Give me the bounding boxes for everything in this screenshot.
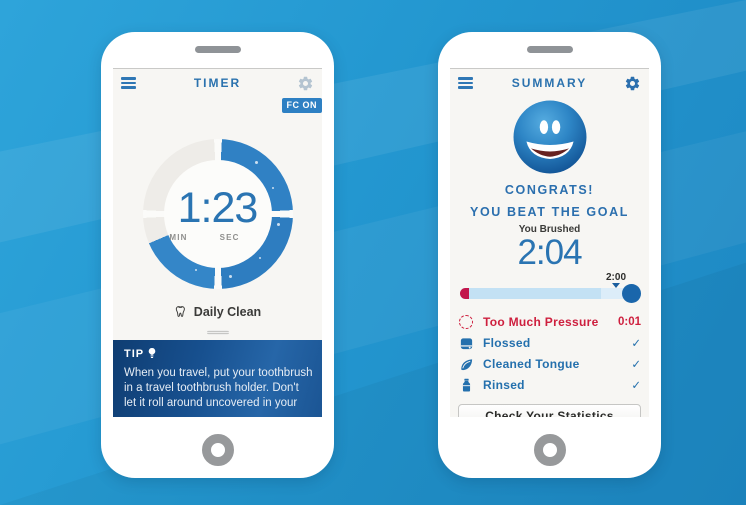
eye — [539, 120, 548, 134]
phone-speaker — [194, 46, 241, 53]
pressure-icon — [458, 314, 474, 330]
tip-text: When you travel, put your toothbrush in … — [124, 367, 313, 410]
pressure-segment — [460, 287, 469, 299]
sparkle — [258, 257, 261, 259]
phone-speaker — [526, 46, 573, 53]
home-button[interactable] — [533, 434, 566, 466]
smile-mouth — [525, 141, 574, 160]
overtime-segment — [601, 287, 639, 299]
marker-triangle-icon — [611, 282, 620, 288]
brush-mode-label: Daily Clean — [193, 305, 262, 319]
pressure-duration: 0:01 — [617, 316, 641, 329]
progress-end-dot — [622, 283, 641, 303]
gear-icon[interactable] — [297, 75, 314, 92]
face-circle — [513, 100, 586, 174]
checklist-row-rinsed: Rinsed ✓ — [455, 375, 644, 396]
checklist-row-flossed: Flossed ✓ — [455, 333, 644, 354]
smiley-face — [513, 100, 586, 174]
check-icon: ✓ — [631, 338, 641, 351]
summary-checklist: Too Much Pressure 0:01 Flossed ✓ Cleaned… — [455, 312, 644, 396]
congrats-line-1: CONGRATS! — [504, 183, 595, 197]
menu-icon[interactable] — [121, 77, 136, 89]
tooth-icon — [175, 306, 185, 317]
min-label: MIN — [169, 232, 188, 242]
tip-panel: TIP When you travel, put your toothbrush… — [113, 340, 322, 417]
tip-title: TIP — [124, 348, 145, 360]
timer-screen: TIMER FC ON 1:23 MIN SEC — [113, 68, 322, 417]
congrats-line-2: YOU BEAT THE GOAL — [470, 205, 629, 220]
home-button[interactable] — [201, 434, 234, 466]
checklist-row-pressure: Too Much Pressure 0:01 — [455, 312, 644, 333]
goal-time-label: 2:00 — [605, 271, 626, 283]
tip-drag-handle[interactable] — [206, 330, 229, 335]
phone-frame-timer: TIMER FC ON 1:23 MIN SEC — [101, 32, 334, 478]
fc-on-badge[interactable]: FC ON — [281, 98, 322, 113]
eye — [551, 120, 560, 134]
sparkle — [254, 161, 258, 164]
checklist-row-cleaned-tongue: Cleaned Tongue ✓ — [455, 354, 644, 375]
summary-screen: SUMMARY CONGRATS! — [450, 68, 649, 417]
goal-marker: 2:00 — [606, 272, 626, 288]
floss-icon — [458, 335, 474, 351]
check-icon: ✓ — [631, 380, 641, 393]
brushing-progress: 2:00 — [460, 272, 641, 303]
sparkle — [271, 187, 274, 189]
page-title: SUMMARY — [511, 76, 588, 90]
page-title: TIMER — [193, 76, 242, 90]
gear-icon[interactable] — [624, 75, 641, 92]
sparkle — [276, 223, 280, 226]
check-statistics-button[interactable]: Check Your Statistics — [458, 403, 641, 417]
timer-display: 1:23 MIN SEC — [163, 160, 272, 268]
brush-mode-selector[interactable]: Daily Clean — [113, 305, 322, 319]
tongue-icon — [458, 356, 474, 372]
sparkle — [194, 269, 197, 271]
lightbulb-icon — [148, 348, 156, 358]
timer-header: TIMER — [113, 69, 322, 97]
summary-header: SUMMARY — [450, 69, 649, 97]
timer-units: MIN SEC — [169, 232, 240, 242]
menu-icon[interactable] — [458, 77, 473, 89]
timer-remaining: 1:23 — [177, 183, 259, 232]
timer-progress-ring: 1:23 MIN SEC — [142, 139, 293, 289]
sec-label: SEC — [219, 232, 240, 242]
rinse-icon — [458, 377, 474, 393]
sparkle — [228, 275, 232, 278]
brushed-time: 2:04 — [517, 232, 582, 272]
phone-frame-summary: SUMMARY CONGRATS! — [438, 32, 661, 478]
you-brushed-label: You Brushed — [518, 223, 581, 235]
smile-lip — [530, 148, 569, 157]
check-icon: ✓ — [631, 359, 641, 372]
progress-bar — [460, 283, 641, 303]
